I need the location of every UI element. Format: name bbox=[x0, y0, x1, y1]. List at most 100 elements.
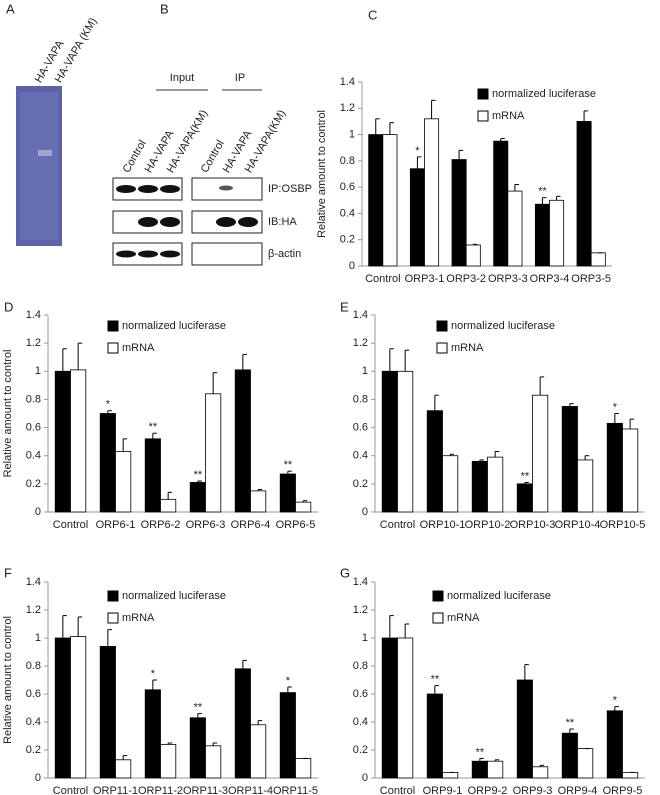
legend-swatch bbox=[477, 110, 489, 122]
blot-frames bbox=[112, 177, 263, 266]
bar bbox=[577, 748, 594, 779]
bar bbox=[493, 140, 509, 267]
y-tick-label: 0.6 bbox=[353, 688, 368, 700]
bar bbox=[160, 744, 177, 779]
legend-swatch bbox=[432, 612, 444, 624]
x-tick-label: ORP11-5 bbox=[273, 785, 318, 795]
y-tick-label: 0.8 bbox=[353, 393, 368, 405]
significance: ** bbox=[476, 746, 485, 758]
significance: ** bbox=[194, 702, 203, 714]
bar bbox=[115, 759, 132, 779]
bar bbox=[70, 636, 87, 779]
x-tick-label: ORP3-1 bbox=[405, 273, 445, 285]
bar bbox=[279, 473, 296, 513]
bar bbox=[471, 760, 488, 779]
x-tick-label: ORP3-5 bbox=[571, 273, 611, 285]
y-tick-label: 1 bbox=[349, 128, 355, 140]
legend-label: mRNA bbox=[492, 110, 525, 122]
bar bbox=[451, 159, 467, 267]
bar bbox=[381, 370, 398, 513]
significance: ** bbox=[194, 469, 203, 481]
x-tick-label: ORP6-1 bbox=[96, 519, 136, 531]
bar bbox=[189, 717, 206, 779]
x-tick-label: ORP6-5 bbox=[276, 519, 316, 531]
legend-swatch bbox=[107, 342, 119, 354]
y-tick-label: 1 bbox=[362, 632, 368, 644]
y-tick-label: 1.4 bbox=[353, 576, 368, 588]
bar bbox=[606, 422, 623, 513]
bar bbox=[532, 394, 549, 513]
x-tick-label: ORP10-2 bbox=[465, 519, 511, 531]
significance: ** bbox=[431, 674, 440, 686]
y-tick-label: 0 bbox=[35, 506, 41, 518]
bar bbox=[279, 692, 296, 779]
bar bbox=[54, 637, 71, 779]
x-tick-label: Control bbox=[53, 785, 88, 795]
y-tick-label: 0.4 bbox=[353, 450, 368, 462]
legend-swatch bbox=[107, 590, 119, 602]
x-tick-label: ORP6-2 bbox=[141, 519, 181, 531]
y-tick-label: 1.2 bbox=[340, 102, 355, 114]
bar bbox=[397, 370, 414, 513]
bar bbox=[606, 710, 623, 779]
significance: * bbox=[151, 668, 156, 680]
bar bbox=[561, 732, 578, 779]
x-tick-label: Control bbox=[380, 519, 415, 531]
bar bbox=[532, 766, 549, 779]
bar bbox=[250, 724, 267, 779]
bar bbox=[295, 501, 312, 513]
legend-swatch bbox=[477, 88, 489, 100]
significance: ** bbox=[149, 421, 158, 433]
significance: * bbox=[106, 399, 111, 411]
y-tick-label: 0.2 bbox=[26, 478, 41, 490]
bar bbox=[115, 451, 132, 513]
bar bbox=[561, 406, 578, 513]
legend-label: mRNA bbox=[122, 342, 155, 354]
bar bbox=[426, 410, 443, 513]
y-tick-label: 0.8 bbox=[26, 660, 41, 672]
gel-texture bbox=[20, 92, 58, 240]
bar bbox=[622, 428, 639, 513]
x-tick-label: Control bbox=[380, 785, 415, 795]
y-tick-label: 0.8 bbox=[26, 393, 41, 405]
y-tick-label: 1 bbox=[362, 365, 368, 377]
y-tick-label: 0.4 bbox=[26, 716, 41, 728]
row-label: IB:HA bbox=[268, 216, 297, 228]
bar bbox=[234, 369, 251, 513]
y-tick-label: 0.4 bbox=[353, 716, 368, 728]
bar bbox=[487, 760, 504, 779]
x-tick-label: ORP10-5 bbox=[600, 519, 646, 531]
bar bbox=[99, 646, 116, 779]
x-tick-label: ORP9-3 bbox=[513, 785, 553, 795]
bar bbox=[549, 199, 565, 267]
y-tick-label: 0.2 bbox=[26, 744, 41, 756]
row-label: β-actin bbox=[268, 248, 301, 260]
legend-label: normalized luciferase bbox=[451, 320, 555, 332]
panel-letter: A bbox=[6, 1, 15, 16]
gel-band bbox=[38, 150, 52, 156]
y-tick-label: 1.4 bbox=[340, 76, 355, 88]
y-tick-label: 0.4 bbox=[340, 207, 355, 219]
bar bbox=[577, 459, 594, 513]
panel-letter: G bbox=[340, 565, 350, 580]
y-tick-label: 0 bbox=[362, 506, 368, 518]
bar bbox=[144, 438, 161, 513]
bar bbox=[516, 679, 533, 779]
blot-bands bbox=[116, 185, 258, 258]
row-label: IP:OSBP bbox=[268, 183, 312, 195]
bar bbox=[70, 369, 87, 513]
x-tick-label: ORP11-2 bbox=[138, 785, 183, 795]
significance: * bbox=[415, 145, 420, 157]
bar bbox=[397, 637, 414, 779]
bar bbox=[205, 745, 222, 779]
bar bbox=[189, 482, 206, 513]
y-tick-label: 1.4 bbox=[26, 576, 41, 588]
y-tick-label: 1.4 bbox=[353, 309, 368, 321]
significance: ** bbox=[521, 470, 530, 482]
y-tick-label: 1.4 bbox=[26, 309, 41, 321]
legend-swatch bbox=[436, 342, 448, 354]
bar bbox=[234, 668, 251, 779]
legend-label: normalized luciferase bbox=[492, 88, 596, 100]
